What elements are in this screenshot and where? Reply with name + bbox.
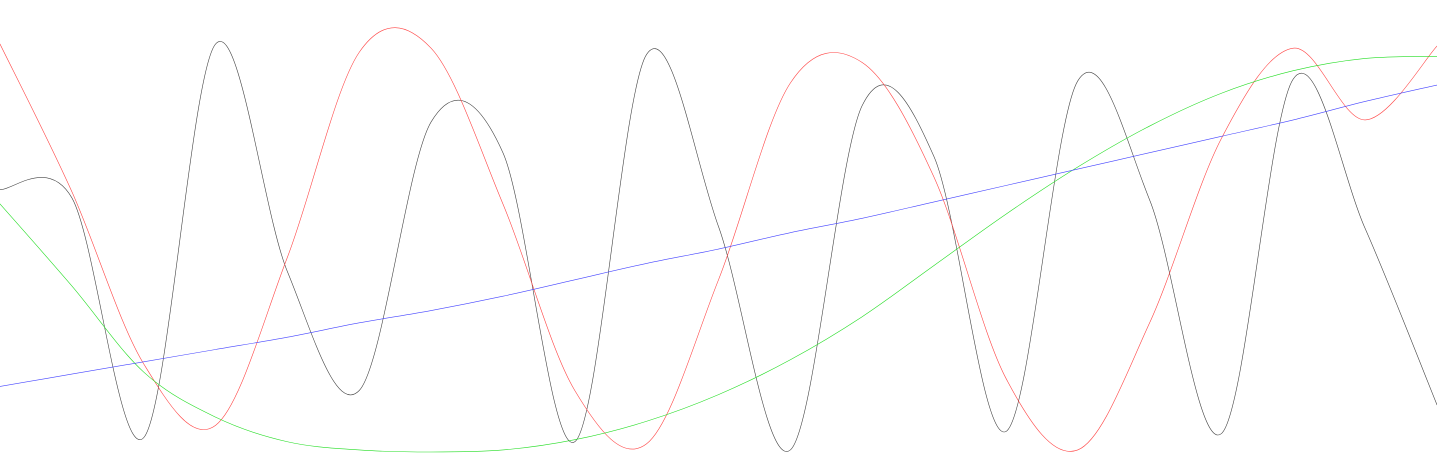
series-line-black <box>0 41 1437 452</box>
series-line-blue <box>0 84 1437 387</box>
series-line-green <box>0 56 1437 453</box>
series-line-red <box>0 27 1437 452</box>
